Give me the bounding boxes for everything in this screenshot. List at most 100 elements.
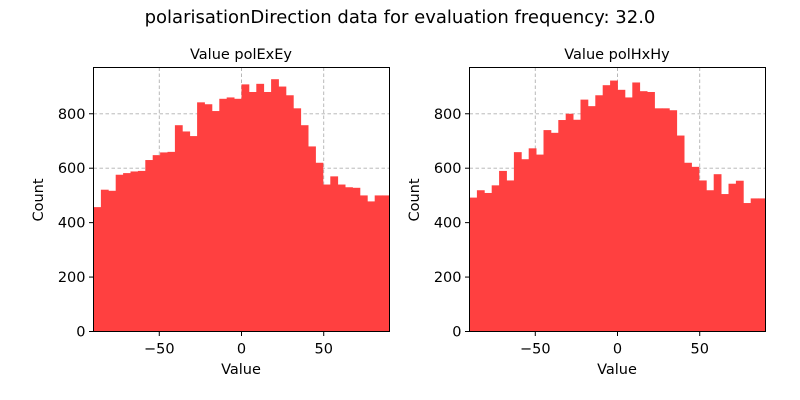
- histogram-bar: [293, 108, 302, 332]
- y-tick-label: 600: [58, 161, 86, 177]
- y-tick-label: 200: [58, 270, 86, 286]
- y-tick-label: 400: [58, 216, 86, 232]
- y-tick-label: 600: [434, 161, 462, 177]
- bars: [93, 79, 390, 332]
- histogram-bar: [234, 98, 242, 332]
- histogram-bar: [160, 152, 168, 332]
- x-tick-label: −50: [144, 342, 175, 358]
- y-tick-label: 200: [434, 270, 462, 286]
- y-tick-label: 800: [434, 107, 462, 123]
- subplot-title: Value polExEy: [190, 47, 292, 63]
- y-axis-label: Count: [407, 178, 423, 221]
- histogram-bar: [728, 183, 737, 332]
- histogram-bar: [211, 111, 220, 332]
- histogram-bar: [499, 170, 507, 332]
- histogram-bar: [647, 91, 655, 332]
- histogram-bar: [182, 131, 191, 332]
- histogram-bar: [521, 159, 530, 332]
- histogram-bar: [322, 184, 331, 332]
- histogram-bar: [469, 197, 478, 332]
- x-ticks: −50 0 50: [144, 331, 333, 358]
- histogram-bar: [256, 83, 265, 332]
- histogram-bar: [595, 95, 604, 332]
- histogram-bar: [476, 190, 485, 332]
- histogram-bar: [123, 173, 131, 332]
- histogram-bar: [654, 108, 663, 332]
- histogram-bar: [587, 106, 596, 332]
- histogram-bar: [506, 180, 515, 332]
- histogram-bar: [750, 198, 759, 332]
- histogram-bar: [93, 207, 102, 332]
- histogram-bar: [610, 80, 618, 332]
- histogram-bar: [676, 135, 685, 332]
- x-tick-label: 0: [613, 342, 622, 358]
- histogram-bar: [359, 195, 368, 332]
- x-tick-label: 0: [237, 342, 246, 358]
- subplot-title: Value polHxHy: [564, 47, 670, 63]
- histogram-bar: [278, 86, 287, 332]
- histogram-bar: [713, 174, 722, 332]
- histogram-bar: [315, 162, 324, 332]
- histogram-bar: [167, 151, 176, 332]
- x-tick-label: −50: [520, 342, 551, 358]
- y-ticks: 0 200 400 600 800: [434, 107, 470, 341]
- histogram-bar: [374, 195, 383, 332]
- y-axis-label: Count: [31, 178, 47, 221]
- histogram-bar: [271, 79, 279, 332]
- histogram-bar: [735, 180, 744, 332]
- histogram-bar: [632, 82, 641, 332]
- histogram-bar: [758, 198, 766, 332]
- histogram-bar: [145, 160, 154, 332]
- histogram-bar: [204, 104, 213, 332]
- histogram-bar: [573, 119, 581, 332]
- histogram-bar: [661, 108, 670, 332]
- histogram-bar: [580, 99, 589, 332]
- y-tick-label: 0: [76, 325, 85, 341]
- histogram-bar: [300, 125, 309, 332]
- histogram-bar: [536, 154, 544, 332]
- histogram-bar: [550, 132, 559, 332]
- histogram-bar: [219, 98, 228, 332]
- histogram-bar: [382, 195, 390, 332]
- histogram-bar: [189, 136, 198, 332]
- histogram-bar: [367, 201, 376, 332]
- subplot-polHxHy: Value polHxHy −50 0 50 0 200 400 600 800 Value…: [407, 47, 766, 378]
- subplot-polExEy: Value polExEy −50 0 50 0 200 400 600 800 Value…: [31, 47, 390, 378]
- histogram-bar: [337, 184, 346, 332]
- histogram-bar: [137, 170, 146, 332]
- y-ticks: 0 200 400 600 800: [58, 107, 94, 341]
- histogram-bar: [543, 130, 552, 332]
- histogram-bar: [691, 166, 700, 332]
- histogram-bar: [565, 113, 574, 332]
- x-axis-label: Value: [597, 362, 637, 378]
- histogram-bar: [345, 187, 353, 332]
- histogram-bar: [558, 120, 567, 332]
- histogram-bar: [743, 203, 752, 332]
- x-axis-label: Value: [221, 362, 261, 378]
- histogram-bar: [602, 85, 611, 332]
- x-tick-label: 50: [314, 342, 332, 358]
- histogram-bar: [721, 194, 729, 332]
- histogram-bar: [100, 189, 109, 332]
- y-tick-label: 0: [452, 325, 461, 341]
- histogram-bar: [669, 110, 678, 332]
- y-tick-label: 400: [434, 216, 462, 232]
- bars: [469, 80, 766, 332]
- histogram-bar: [352, 187, 361, 332]
- histogram-bar: [263, 91, 272, 332]
- histogram-bar: [330, 176, 339, 332]
- histogram-bar: [241, 84, 250, 332]
- histogram-bar: [130, 171, 139, 332]
- histogram-bar: [197, 102, 205, 332]
- histogram-bar: [285, 95, 294, 332]
- histogram-bar: [513, 152, 522, 332]
- histogram-bar: [706, 190, 715, 332]
- histogram-bar: [174, 125, 183, 332]
- histogram-bar: [639, 91, 648, 332]
- histogram-bar: [617, 89, 626, 332]
- histogram-bar: [684, 162, 692, 332]
- histogram-bar: [108, 190, 117, 332]
- histogram-bar: [152, 155, 161, 332]
- y-tick-label: 800: [58, 107, 86, 123]
